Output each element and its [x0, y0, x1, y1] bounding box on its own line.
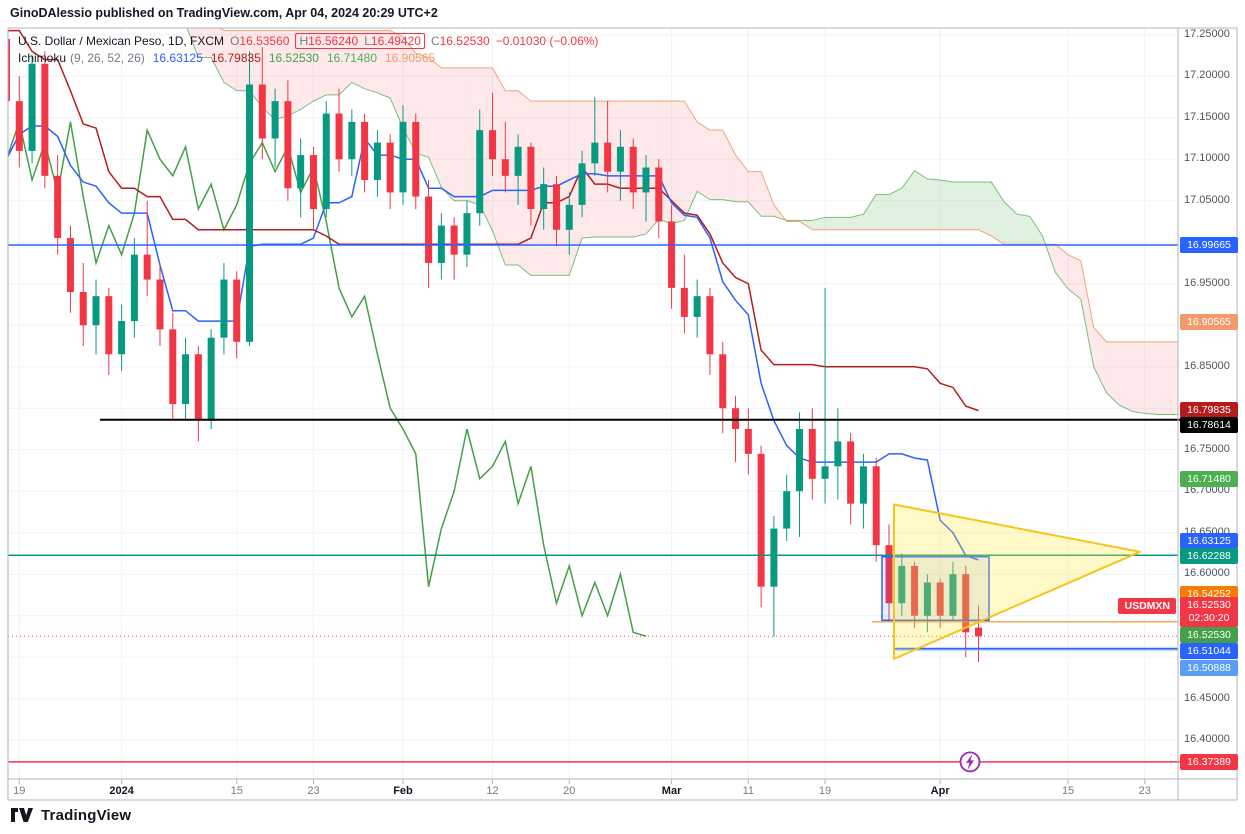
horizontal-lines — [8, 244, 1237, 763]
ohlc-low-value: 16.49420 — [370, 34, 421, 48]
drawings — [881, 503, 1141, 660]
ohlc-high-label: H — [299, 34, 309, 48]
price-change: −0.01030 (−0.06%) — [495, 34, 599, 48]
ohlc-range-highlight: H16.56240 L16.49420 — [295, 33, 425, 49]
pennant-triangle[interactable] — [893, 503, 1141, 660]
chikou-line — [8, 119, 647, 637]
symbol-price-tag: USDMXN — [1118, 598, 1176, 614]
chart-frame — [7, 27, 1238, 801]
chart-legend[interactable]: U.S. Dollar / Mexican Peso, 1D, FXCM O16.… — [18, 33, 598, 49]
tenkan-line — [8, 125, 979, 561]
indicator-legend[interactable]: Ichimoku (9, 26, 52, 26) 16.63125 16.79835 1… — [18, 51, 435, 65]
indicator-params: (9, 26, 52, 26) — [70, 51, 145, 65]
indicator-name[interactable]: Ichimoku — [18, 51, 67, 65]
ohlc-open-value: 16.53560 — [239, 34, 290, 48]
attribution-text: GinoDAlessio published on TradingView.co… — [10, 6, 438, 20]
ohlc-high-value: 16.56240 — [308, 34, 359, 48]
senkou-a-value: 16.71480 — [326, 51, 377, 65]
tradingview-brand[interactable]: TradingView — [41, 806, 132, 824]
ohlc-close-value: 16.52530 — [439, 34, 490, 48]
tenkan-value: 16.63125 — [152, 51, 203, 65]
ohlc-close-label: C — [430, 34, 440, 48]
ichimoku-cloud — [186, 28, 1178, 415]
ohlc-open-label: O — [230, 34, 240, 48]
ohlc-low-label: L — [364, 34, 371, 48]
event-icon[interactable] — [959, 751, 981, 773]
senkou-b-value: 16.90565 — [385, 51, 436, 65]
senkou-a-line — [186, 28, 1178, 415]
kijun-value: 16.79835 — [210, 51, 261, 65]
footer: TradingView — [10, 805, 131, 825]
symbol-title[interactable]: U.S. Dollar / Mexican Peso, 1D, FXCM — [18, 34, 225, 48]
consolidation-box[interactable] — [881, 556, 990, 622]
candles — [8, 38, 983, 663]
chikou-value: 16.52530 — [268, 51, 319, 65]
tradingview-logo-icon[interactable] — [10, 805, 34, 825]
